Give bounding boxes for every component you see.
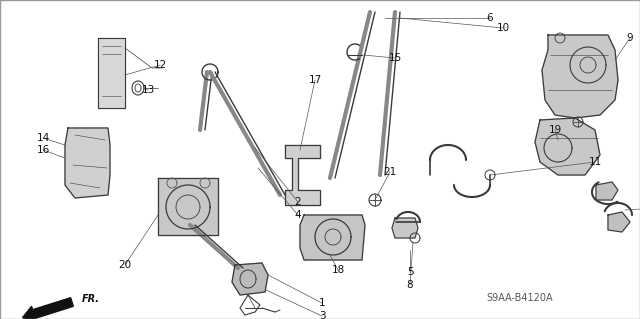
Text: 13: 13	[141, 85, 155, 95]
Text: 19: 19	[548, 125, 562, 135]
Text: 18: 18	[332, 265, 344, 275]
Text: 16: 16	[36, 145, 50, 155]
FancyArrow shape	[22, 298, 74, 319]
Polygon shape	[300, 215, 365, 260]
Text: 15: 15	[388, 53, 402, 63]
Text: 8: 8	[406, 280, 413, 290]
Text: 12: 12	[154, 60, 166, 70]
Text: 9: 9	[627, 33, 634, 43]
Polygon shape	[158, 178, 218, 235]
Text: 1: 1	[319, 298, 325, 308]
Text: 5: 5	[406, 267, 413, 277]
Polygon shape	[285, 145, 320, 205]
Text: 14: 14	[36, 133, 50, 143]
Polygon shape	[232, 263, 268, 295]
Text: 21: 21	[383, 167, 397, 177]
Text: 3: 3	[319, 311, 325, 319]
Polygon shape	[535, 118, 600, 175]
Polygon shape	[596, 182, 618, 200]
Text: 11: 11	[588, 157, 602, 167]
Text: 17: 17	[308, 75, 322, 85]
Polygon shape	[392, 218, 418, 238]
Polygon shape	[608, 212, 630, 232]
Polygon shape	[542, 35, 618, 118]
Text: 10: 10	[497, 23, 509, 33]
Polygon shape	[98, 38, 125, 108]
Text: FR.: FR.	[82, 294, 100, 304]
Polygon shape	[65, 128, 110, 198]
Text: S9AA-B4120A: S9AA-B4120A	[486, 293, 554, 303]
Text: 2: 2	[294, 197, 301, 207]
Text: 20: 20	[118, 260, 132, 270]
Text: 4: 4	[294, 210, 301, 220]
Text: 6: 6	[486, 13, 493, 23]
